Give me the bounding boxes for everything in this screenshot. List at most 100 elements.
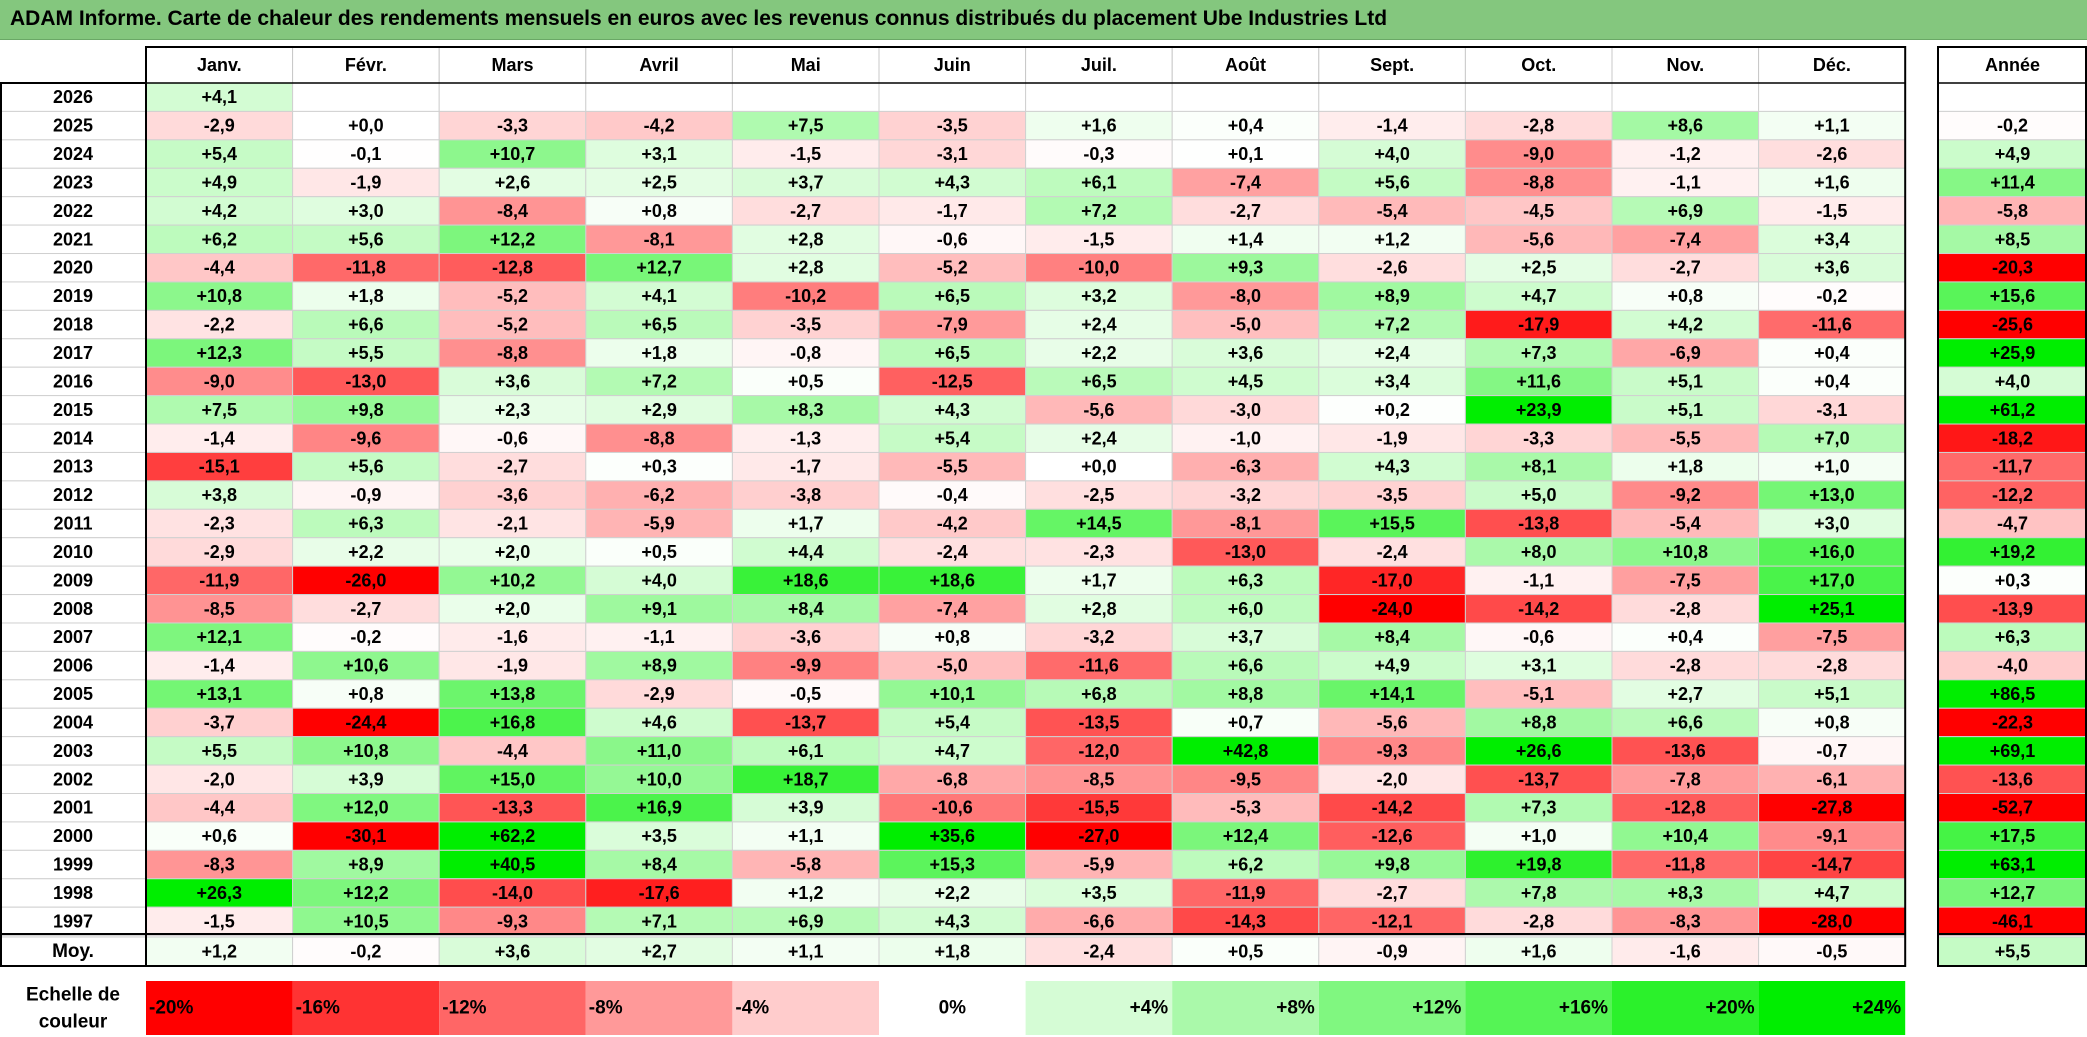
cell-value: +3,6 — [495, 371, 531, 391]
month-header-12: Déc. — [1813, 55, 1851, 75]
cell-value: -2,8 — [1670, 599, 1701, 619]
cell-value: +10,2 — [490, 570, 536, 590]
scale-label-line1: Echelle de — [26, 985, 120, 1006]
year-label-cell — [0, 764, 147, 795]
cell-value: -24,0 — [1372, 599, 1413, 619]
cell-value: +8,4 — [788, 599, 824, 619]
cell-value: +16,0 — [1809, 542, 1855, 562]
heatmap-cell — [1025, 764, 1173, 795]
heatmap-cell — [1025, 395, 1173, 425]
annual-value: +4,0 — [1995, 371, 2031, 391]
heatmap-cell — [731, 594, 880, 624]
heatmap-cell — [878, 906, 1027, 937]
cell-value: +5,4 — [202, 144, 238, 164]
heatmap-cell — [1758, 821, 1906, 851]
heatmap-cell — [145, 82, 294, 112]
heatmap-cell — [585, 594, 733, 624]
cell-value: +0,3 — [641, 457, 677, 477]
cell-value: +4,3 — [935, 400, 971, 420]
cell-value: -30,1 — [345, 826, 386, 846]
cell-value: -15,5 — [1078, 798, 1119, 818]
cell-value: -13,3 — [492, 798, 533, 818]
cell-value: +0,2 — [1374, 400, 1410, 420]
cell-value: +0,8 — [641, 201, 677, 221]
cell-value: +10,7 — [490, 144, 536, 164]
cell-value: +6,0 — [1228, 599, 1264, 619]
cell-value: +3,7 — [788, 172, 824, 192]
cell-value: +3,0 — [1814, 514, 1850, 534]
cell-value: -3,1 — [1816, 400, 1847, 420]
cell-value: -5,5 — [937, 457, 968, 477]
heatmap-cell — [1171, 281, 1320, 311]
cell-value: -9,5 — [1230, 769, 1261, 789]
cell-value: -1,0 — [1230, 428, 1261, 448]
cell-value: +0,4 — [1814, 371, 1850, 391]
scale-swatch — [1758, 981, 1906, 1035]
heatmap-cell — [585, 395, 733, 425]
cell-value: +0,4 — [1228, 116, 1264, 136]
heatmap-cell — [1171, 480, 1320, 510]
cell-value: +4,1 — [641, 286, 677, 306]
cell-value: -3,7 — [204, 712, 235, 732]
month-header-6: Juin — [934, 55, 971, 75]
heatmap-cell — [1171, 224, 1320, 255]
cell-value: -2,0 — [204, 769, 235, 789]
cell-value: +6,6 — [1668, 712, 1704, 732]
year-label-cell — [0, 508, 147, 539]
cell-value: +2,5 — [1521, 258, 1557, 278]
cell-value: -8,3 — [204, 855, 235, 875]
cell-value: +3,6 — [1814, 258, 1850, 278]
cell-value: +3,1 — [641, 144, 677, 164]
cell-value: -1,1 — [644, 627, 675, 647]
heatmap-cell — [1464, 537, 1613, 567]
year-label: 2007 — [53, 627, 93, 647]
heatmap-cell — [878, 395, 1027, 425]
heatmap-cell — [1758, 309, 1906, 340]
cell-value: -6,6 — [1083, 911, 1114, 931]
year-label-cell — [0, 395, 147, 425]
cell-value: -11,9 — [199, 570, 239, 590]
year-label: 2004 — [53, 712, 93, 732]
heatmap-cell — [1318, 622, 1466, 652]
cell-value: -1,5 — [1083, 229, 1114, 249]
cell-value: +7,3 — [1521, 798, 1557, 818]
heatmap-cell — [878, 537, 1027, 567]
cell-value: +8,6 — [1668, 116, 1704, 136]
cell-value: +12,1 — [197, 627, 243, 647]
heatmap-cell — [1611, 366, 1760, 397]
heatmap-cell — [731, 679, 880, 709]
heatmap-cell — [1611, 849, 1760, 880]
heatmap-cell — [1171, 565, 1320, 596]
cell-value: +4,3 — [935, 911, 971, 931]
heatmap-cell — [585, 878, 733, 908]
cell-value: +3,9 — [788, 798, 824, 818]
cell-value: -1,5 — [204, 911, 235, 931]
annual-value: +25,9 — [1990, 343, 2036, 363]
cell-value: +6,2 — [1228, 855, 1264, 875]
annual-value: +8,5 — [1995, 229, 2031, 249]
cell-value: +8,4 — [641, 855, 677, 875]
heatmap-cell — [731, 196, 880, 226]
cell-value: +42,8 — [1223, 741, 1269, 761]
cell-value: +6,9 — [788, 911, 824, 931]
annual-cell — [1937, 82, 2087, 112]
cell-value: +26,3 — [197, 883, 243, 903]
heatmap-cell — [292, 224, 440, 255]
cell-value: -5,1 — [1523, 684, 1554, 704]
cell-value: +14,5 — [1076, 514, 1122, 534]
year-label-cell — [0, 537, 147, 567]
cell-value: -12,0 — [1078, 741, 1119, 761]
annual-cell — [1937, 849, 2087, 880]
heatmap-cell — [731, 253, 880, 283]
cell-value: -12,8 — [492, 258, 533, 278]
month-header-9: Sept. — [1370, 55, 1414, 75]
year-label-cell — [0, 622, 147, 652]
heatmap-cell — [438, 423, 587, 453]
annual-value: +6,3 — [1995, 627, 2031, 647]
cell-value: +4,9 — [1374, 656, 1410, 676]
cell-value: -2,5 — [1083, 485, 1114, 505]
heatmap-cell — [1171, 167, 1320, 198]
cell-value: +0,5 — [641, 542, 677, 562]
cell-value: +0,5 — [788, 371, 824, 391]
annual-value: +4,9 — [1995, 144, 2031, 164]
